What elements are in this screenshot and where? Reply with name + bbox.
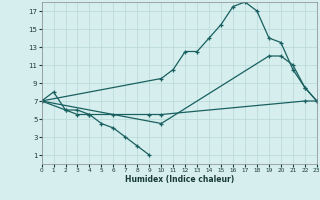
X-axis label: Humidex (Indice chaleur): Humidex (Indice chaleur) — [124, 175, 234, 184]
